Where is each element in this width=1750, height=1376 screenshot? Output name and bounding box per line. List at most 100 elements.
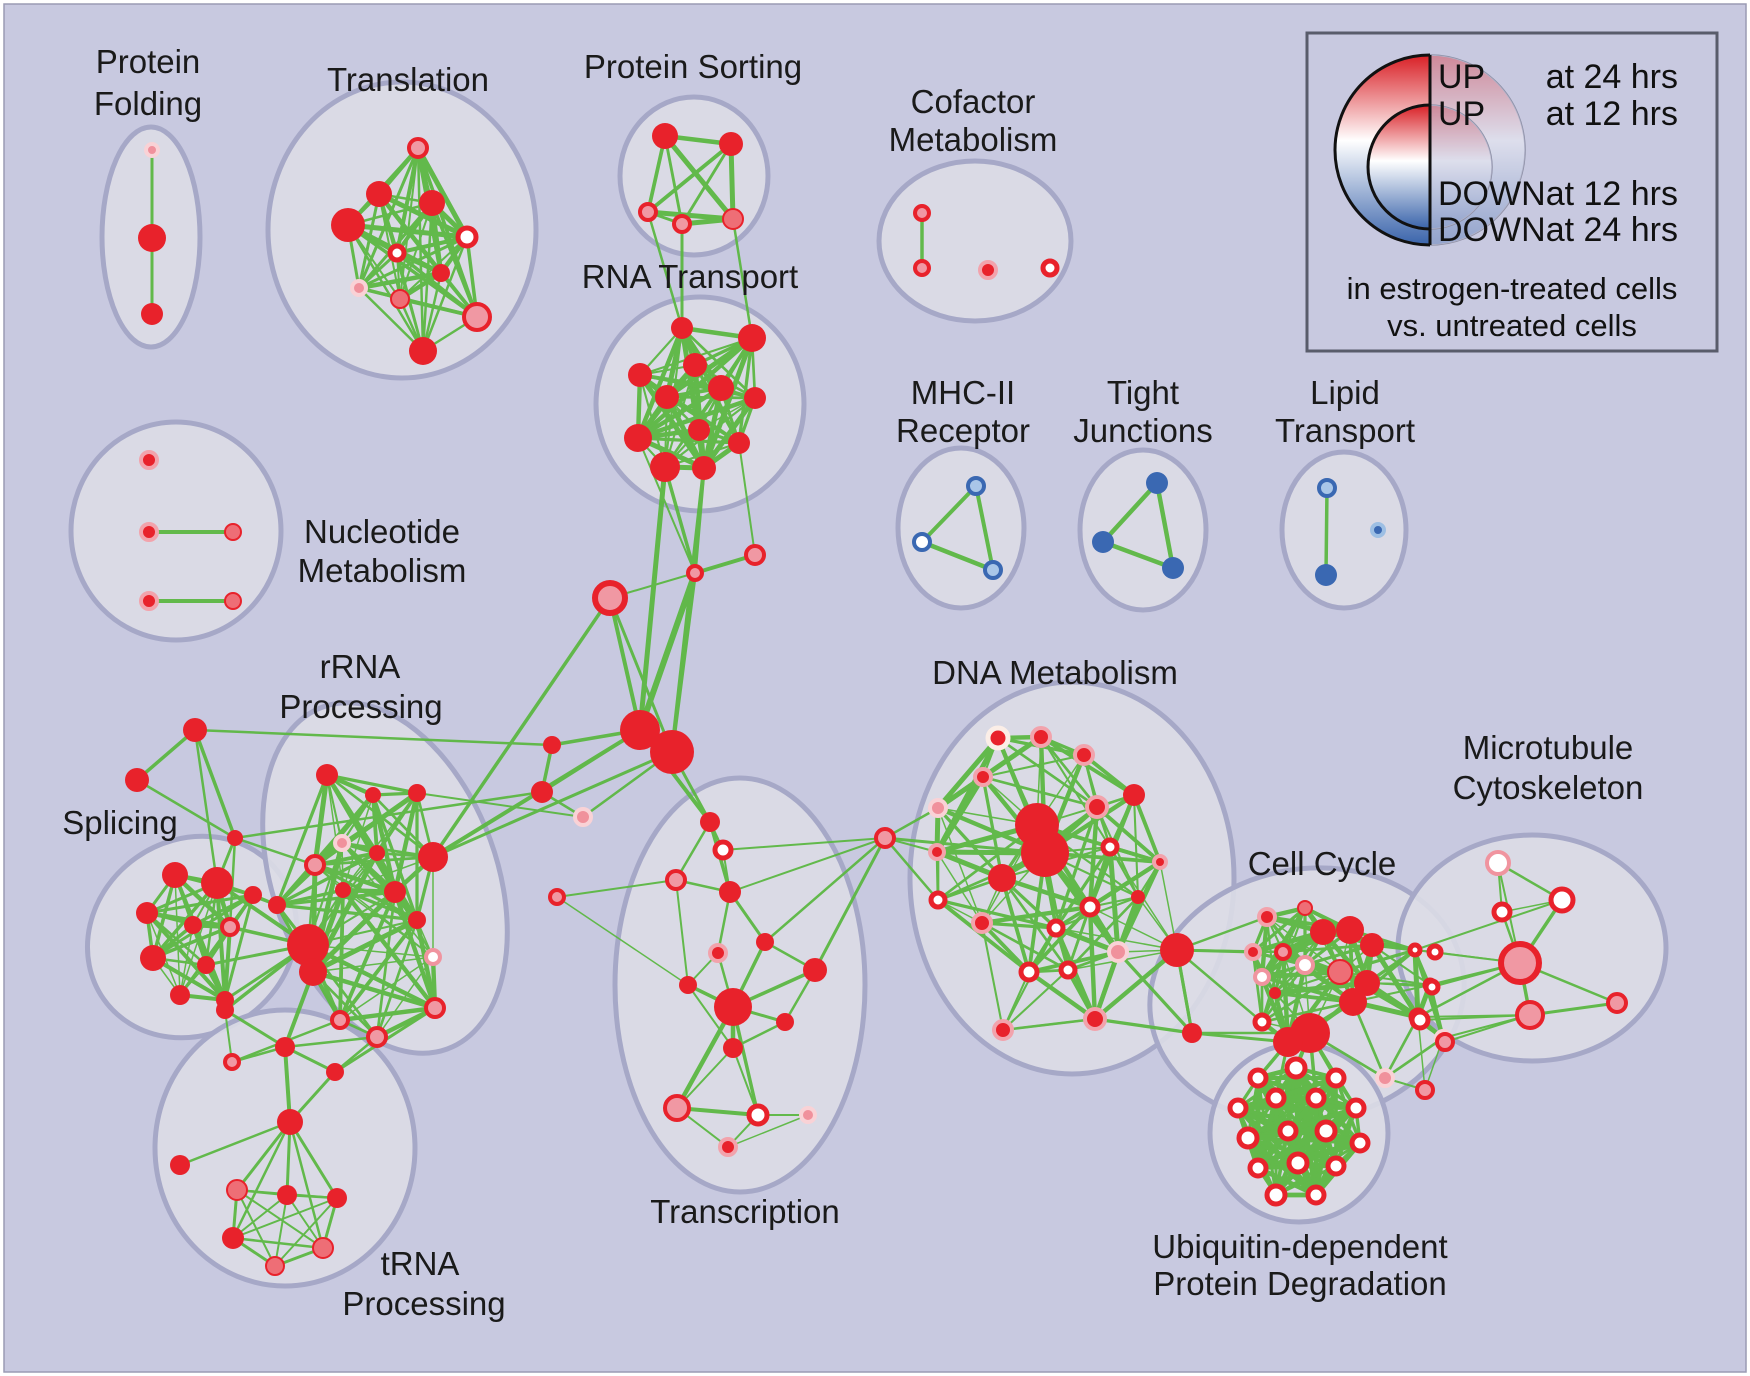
edge <box>729 837 886 893</box>
gene-node-ub-3 <box>1227 1097 1249 1119</box>
gene-node-rr-13 <box>366 1026 388 1048</box>
edge <box>663 134 684 226</box>
gene-node-mh-2 <box>983 560 1003 580</box>
edge <box>310 889 398 975</box>
legend-caption-1: vs. untreated cells <box>1387 308 1637 343</box>
edge <box>430 201 479 319</box>
gene-node-sl-5 <box>140 945 166 971</box>
edge <box>357 146 420 290</box>
gene-node-cc-15 <box>1273 1027 1303 1057</box>
cluster-label-rr-0: rRNA <box>320 648 401 685</box>
gene-node-rt-2 <box>683 353 707 377</box>
legend-caption-0: in estrogen-treated cells <box>1347 271 1678 306</box>
cluster-label-mc-1: Cytoskeleton <box>1453 769 1644 806</box>
legend-direction-2: DOWN <box>1438 175 1546 213</box>
gene-node-tc-5 <box>708 943 728 963</box>
gene-node-rr-15 <box>424 997 446 1019</box>
cluster-ellipse-lt <box>1279 449 1409 611</box>
gene-node-tc-13 <box>746 1103 770 1127</box>
edge <box>1092 947 1180 1022</box>
gene-node-tc-0 <box>700 812 720 832</box>
gene-node-sl-2 <box>136 902 158 924</box>
legend-direction-3: DOWN <box>1438 211 1546 249</box>
edge <box>1412 947 1421 1020</box>
gene-node-sl-1 <box>201 867 233 899</box>
edge <box>674 820 712 882</box>
gene-node-nm-3 <box>139 591 159 611</box>
edge <box>1251 950 1264 1024</box>
gene-node-cc-9 <box>1295 955 1315 975</box>
edge <box>337 1005 438 1023</box>
edge <box>737 336 754 445</box>
edge <box>312 956 434 973</box>
edge <box>414 917 438 1011</box>
cluster-label-mh-1: Receptor <box>896 412 1030 449</box>
edge <box>275 773 329 907</box>
edge <box>1055 927 1178 951</box>
gene-node-ps-0 <box>652 123 678 149</box>
edge <box>556 896 689 986</box>
gene-node-ub-14 <box>1264 1183 1288 1207</box>
edge <box>637 464 668 733</box>
edge <box>981 775 1099 809</box>
gene-node-tc-9 <box>714 988 752 1026</box>
edge <box>415 145 470 240</box>
gene-node-tn-4 <box>277 1109 303 1135</box>
gene-node-sltri-1 <box>125 768 149 792</box>
edge <box>980 921 1005 1032</box>
edge <box>556 879 677 898</box>
edge <box>305 942 438 1011</box>
edge <box>223 893 255 1002</box>
gene-node-rr-1 <box>365 787 381 803</box>
edge <box>392 889 438 1011</box>
edge <box>1272 980 1370 996</box>
gene-node-rr-3 <box>333 834 351 852</box>
edge <box>1132 793 1140 899</box>
gene-node-ps-3 <box>672 214 692 234</box>
gene-node-mh-0 <box>966 476 986 496</box>
gene-node-tc-11 <box>723 1038 743 1058</box>
gene-node-rt-3 <box>628 363 652 387</box>
legend-time-3: at 24 hrs <box>1546 211 1678 249</box>
gene-node-rt-10 <box>650 452 680 482</box>
legend-time-1: at 12 hrs <box>1546 95 1678 133</box>
gene-node-pf-0 <box>144 142 160 158</box>
edge <box>1095 805 1162 864</box>
edge <box>357 286 425 353</box>
cluster-ellipse-tn <box>152 1007 418 1289</box>
edge <box>275 890 397 907</box>
gene-node-sp-4 <box>650 730 694 774</box>
gene-node-sl-4 <box>220 917 240 937</box>
edge <box>663 465 697 575</box>
cluster-label-nm-0: Nucleotide <box>304 513 460 550</box>
edge <box>665 395 757 400</box>
edge <box>813 836 887 972</box>
gene-node-tr-0 <box>407 137 429 159</box>
gene-node-ub-6 <box>1345 1097 1367 1119</box>
gene-node-sltri-2 <box>227 830 243 846</box>
gene-node-dm-11 <box>928 843 946 861</box>
gene-node-tj-0 <box>1146 472 1168 494</box>
edge <box>376 956 434 1038</box>
gene-node-lt-2 <box>1370 522 1386 538</box>
edge <box>637 570 698 733</box>
edge <box>233 790 544 840</box>
cluster-ellipse-tc <box>612 775 868 1195</box>
cluster-label-lt-0: Lipid <box>1310 374 1380 411</box>
cluster-label-cf-0: Cofactor <box>911 83 1036 120</box>
edge <box>178 893 255 997</box>
cluster-label-ub-0: Ubiquitin-dependent <box>1152 1228 1447 1265</box>
gene-node-pf-1 <box>138 224 166 252</box>
edge <box>646 210 684 330</box>
gene-node-dm-14 <box>971 912 993 934</box>
edge <box>421 235 469 353</box>
gene-node-sp-1 <box>744 544 766 566</box>
edge <box>670 466 706 754</box>
gene-node-tc-7 <box>679 976 697 994</box>
edge <box>236 1189 276 1267</box>
gene-node-rt-9 <box>728 432 750 454</box>
gene-node-ub-0 <box>1247 1067 1269 1089</box>
edge <box>635 385 724 441</box>
gene-node-dm-3 <box>973 767 993 787</box>
edge <box>356 270 444 291</box>
